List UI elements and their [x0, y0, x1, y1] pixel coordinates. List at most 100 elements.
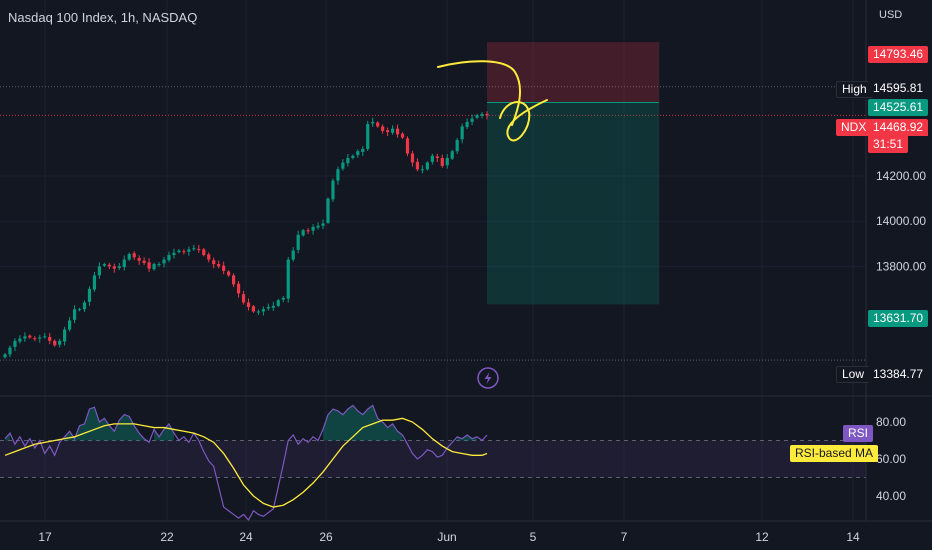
candle-body — [18, 338, 22, 342]
freehand-stroke — [437, 60, 548, 142]
candle-body — [381, 126, 385, 131]
candle-body — [117, 266, 121, 268]
low-value: 13384.77 — [868, 366, 929, 383]
candle-body — [53, 340, 57, 346]
candle-body — [435, 156, 439, 158]
candle-body — [122, 259, 126, 268]
high-value: 14595.81 — [868, 80, 929, 97]
candle-body — [266, 306, 270, 309]
candle-body — [167, 255, 171, 261]
candle-body — [241, 294, 246, 303]
time-tick-label: 26 — [319, 530, 333, 544]
candle-body — [157, 264, 161, 266]
candle-body — [48, 336, 52, 341]
candle-body — [331, 180, 335, 200]
candle-body — [77, 309, 82, 311]
candle-body — [82, 302, 87, 310]
symbol-title[interactable]: Nasdaq 100 Index, 1h, NASDAQ — [8, 10, 198, 25]
candle-body — [182, 251, 186, 253]
low-label: Low — [836, 366, 871, 383]
candle-body — [231, 275, 236, 285]
candle-body — [142, 260, 146, 263]
candle-body — [251, 306, 256, 312]
candle-body — [227, 271, 231, 276]
candle-body — [420, 169, 425, 171]
candle-body — [152, 264, 156, 270]
candle-body — [13, 340, 17, 347]
candle-body — [341, 162, 345, 169]
risk-zone — [487, 42, 659, 103]
candle-body — [107, 264, 111, 267]
candle-body — [28, 335, 32, 338]
candle-body — [301, 230, 305, 236]
price-tick-label: 13800.00 — [876, 259, 926, 273]
candle-body — [67, 320, 72, 330]
candle-body — [351, 155, 355, 158]
candle-body — [475, 115, 479, 118]
candle-body — [361, 148, 365, 152]
rsi-ma-line — [4, 417, 488, 508]
candle-body — [286, 259, 290, 299]
time-tick-label: 12 — [755, 530, 769, 544]
rsi-label: RSI — [843, 425, 874, 442]
candle-body — [430, 155, 434, 162]
candle-body — [445, 158, 449, 166]
rsi-pane — [0, 404, 866, 522]
candle-body — [236, 283, 241, 294]
symbol-tag: NDX — [836, 119, 872, 136]
candle-body — [246, 302, 251, 307]
reward-zone — [487, 102, 659, 305]
rsi-line — [4, 404, 488, 522]
candle-body — [222, 265, 226, 271]
candles — [3, 111, 489, 359]
bar-countdown: 31:51 — [868, 136, 909, 153]
price-tick-label: 14200.00 — [876, 169, 926, 183]
candle-body — [187, 249, 191, 252]
time-tick-label: Jun — [437, 530, 456, 544]
candle-body — [336, 169, 340, 181]
candle-body — [376, 122, 380, 127]
candle-body — [261, 309, 265, 312]
candle-body — [3, 354, 7, 358]
candle-body — [356, 151, 360, 156]
grid — [0, 0, 866, 520]
candle-body — [207, 254, 211, 260]
lightning-icon[interactable] — [477, 367, 499, 389]
candle-body — [162, 259, 166, 264]
candle-body — [217, 264, 221, 267]
rsi-overbought-fill — [323, 405, 403, 441]
time-tick-label: 7 — [621, 530, 628, 544]
candle-body — [390, 128, 395, 133]
candle-body — [485, 113, 489, 116]
candle-body — [33, 338, 37, 340]
target-price-tag: 13631.70 — [868, 310, 929, 327]
time-tick-label: 5 — [530, 530, 537, 544]
candle-body — [212, 260, 216, 265]
time-tick-label: 24 — [239, 530, 253, 544]
candle-body — [405, 138, 410, 154]
candle-body — [8, 347, 12, 355]
candle-body — [97, 266, 102, 276]
candle-body — [276, 300, 280, 306]
candle-body — [455, 139, 459, 152]
candle-body — [38, 337, 42, 339]
candle-body — [132, 253, 136, 258]
candle-body — [43, 336, 47, 338]
time-tick-label: 17 — [38, 530, 52, 544]
rsi-tick-label: 60.00 — [876, 452, 906, 466]
short-position-tool[interactable] — [487, 42, 660, 305]
candle-body — [400, 133, 405, 138]
candle-body — [465, 121, 469, 128]
rsi-tick-label: 40.00 — [876, 489, 906, 503]
candle-body — [137, 257, 141, 261]
currency-label[interactable]: USD — [879, 9, 903, 21]
candle-body — [425, 162, 429, 170]
hand-drawn-annotation[interactable] — [437, 60, 548, 142]
candle-body — [271, 305, 275, 308]
candle-body — [395, 128, 400, 135]
candle-body — [346, 158, 350, 164]
candle-body — [177, 250, 181, 253]
candle-body — [58, 340, 62, 345]
